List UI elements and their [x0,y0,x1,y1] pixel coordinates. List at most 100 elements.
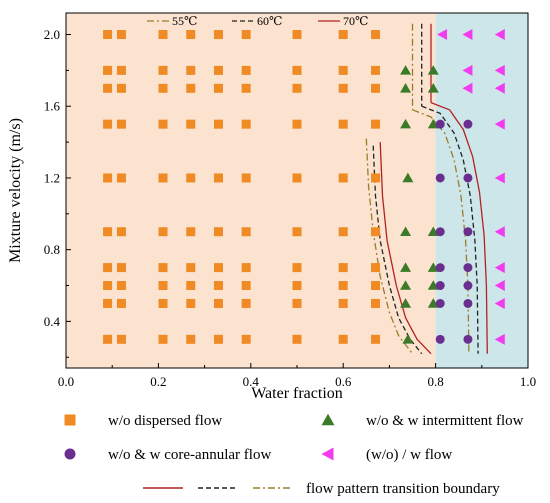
point-w-o-dispersed-flow [116,83,126,93]
point-w-o-dispersed-flow [292,119,302,129]
point-w-o-dispersed-flow [338,30,348,40]
point-w-o-dispersed-flow [213,173,223,183]
point-w-o-dispersed-flow [158,119,168,129]
point-w-o-dispersed-flow [158,263,168,273]
point-w-o-dispersed-flow [158,83,168,93]
inset-legend: 55℃ 60℃ 70℃ [147,14,368,28]
point-w-o-w-intermittent-flow [400,298,412,308]
y-tick-label: 0.8 [44,242,60,257]
point-w-o-dispersed-flow [292,30,302,40]
point-w-o-w-flow [494,262,505,274]
point-w-o-w-intermittent-flow [400,226,412,237]
x-tick-label: 0.4 [243,374,260,389]
legend-label-w-o-dispersed-flow: w/o dispersed flow [108,413,222,429]
point-w-o-dispersed-flow [371,281,381,291]
point-w-o-dispersed-flow [158,281,168,291]
point-w-o-dispersed-flow [241,119,251,129]
point-w-o-dispersed-flow [186,227,196,237]
point-w-o-dispersed-flow [213,227,223,237]
point-w-o-dispersed-flow [116,263,126,273]
data-points [103,29,505,345]
point-w-o-w-intermittent-flow [427,65,439,75]
legend-label-w-o-w-flow: (w/o) / w flow [366,447,452,463]
point-w-o-dispersed-flow [338,227,348,237]
x-tick-label: 1.0 [520,374,536,389]
boundary-70-1 [430,101,488,354]
point-w-o-dispersed-flow [371,119,381,129]
legend-label-w-o-w-core-annular-flow: w/o & w core-annular flow [108,447,271,463]
point-w-o-dispersed-flow [103,173,113,183]
point-w-o-w-intermittent-flow [400,280,412,290]
point-w-o-w-flow [494,29,505,41]
point-w-o-dispersed-flow [213,119,223,129]
point-w-o-w-flow [462,82,473,94]
boundary-55-2 [365,138,414,355]
point-w-o-w-core-annular-flow [463,227,473,237]
point-w-o-w-flow [494,226,505,238]
point-w-o-dispersed-flow [213,30,223,40]
point-w-o-dispersed-flow [103,298,113,308]
point-w-o-w-core-annular-flow [435,173,445,183]
point-w-o-dispersed-flow [338,83,348,93]
point-w-o-dispersed-flow [116,119,126,129]
point-w-o-w-flow [494,333,505,345]
point-w-o-w-intermittent-flow [400,118,412,129]
point-w-o-w-core-annular-flow [435,334,445,344]
point-w-o-dispersed-flow [158,298,168,308]
point-w-o-dispersed-flow [213,281,223,291]
point-w-o-dispersed-flow [292,65,302,75]
point-w-o-dispersed-flow [338,173,348,183]
boundary-60-2 [372,145,423,355]
point-w-o-dispersed-flow [213,298,223,308]
point-w-o-dispersed-flow [186,263,196,273]
point-w-o-dispersed-flow [158,334,168,344]
point-w-o-dispersed-flow [158,173,168,183]
point-w-o-dispersed-flow [241,227,251,237]
point-w-o-w-flow [494,82,505,94]
y-tick-label: 0.4 [44,314,61,329]
legend-marker-w-o-w-intermittent-flow [321,413,335,426]
point-w-o-w-core-annular-flow [463,119,473,129]
point-w-o-w-core-annular-flow [435,119,445,129]
point-w-o-dispersed-flow [116,30,126,40]
point-w-o-dispersed-flow [213,334,223,344]
point-w-o-dispersed-flow [158,65,168,75]
point-w-o-w-core-annular-flow [435,298,445,308]
point-w-o-dispersed-flow [158,227,168,237]
point-w-o-dispersed-flow [241,298,251,308]
point-w-o-dispersed-flow [292,83,302,93]
point-w-o-dispersed-flow [371,298,381,308]
point-w-o-w-core-annular-flow [435,227,445,237]
point-w-o-w-flow [437,29,448,41]
point-w-o-w-intermittent-flow [427,262,439,272]
point-w-o-w-intermittent-flow [427,118,439,129]
point-w-o-w-core-annular-flow [435,281,445,291]
x-tick-label: 0.8 [427,374,443,389]
point-w-o-dispersed-flow [103,119,113,129]
legend-marker-w-o-dispersed-flow [64,414,76,426]
point-w-o-dispersed-flow [213,65,223,75]
legend-label-w-o-w-intermittent-flow: w/o & w intermittent flow [366,413,524,429]
point-w-o-dispersed-flow [292,227,302,237]
boundary-70-2 [379,142,432,355]
y-tick-label: 1.6 [44,99,61,114]
inset-legend-label: 55℃ [172,14,197,28]
point-w-o-dispersed-flow [103,83,113,93]
y-tick-label: 2.0 [44,27,60,42]
point-w-o-w-intermittent-flow [427,226,439,237]
point-w-o-w-intermittent-flow [427,83,439,93]
legend: w/o dispersed flow w/o & w intermittent f… [64,413,524,497]
point-w-o-dispersed-flow [241,263,251,273]
legend-marker-w-o-w-core-annular-flow [64,448,76,460]
point-w-o-dispersed-flow [338,281,348,291]
point-w-o-dispersed-flow [186,173,196,183]
point-w-o-dispersed-flow [103,65,113,75]
point-w-o-w-core-annular-flow [463,334,473,344]
point-w-o-dispersed-flow [338,298,348,308]
point-w-o-w-intermittent-flow [427,298,439,308]
point-w-o-dispersed-flow [186,298,196,308]
point-w-o-dispersed-flow [103,263,113,273]
point-w-o-w-flow [494,118,505,130]
point-w-o-w-core-annular-flow [435,263,445,273]
